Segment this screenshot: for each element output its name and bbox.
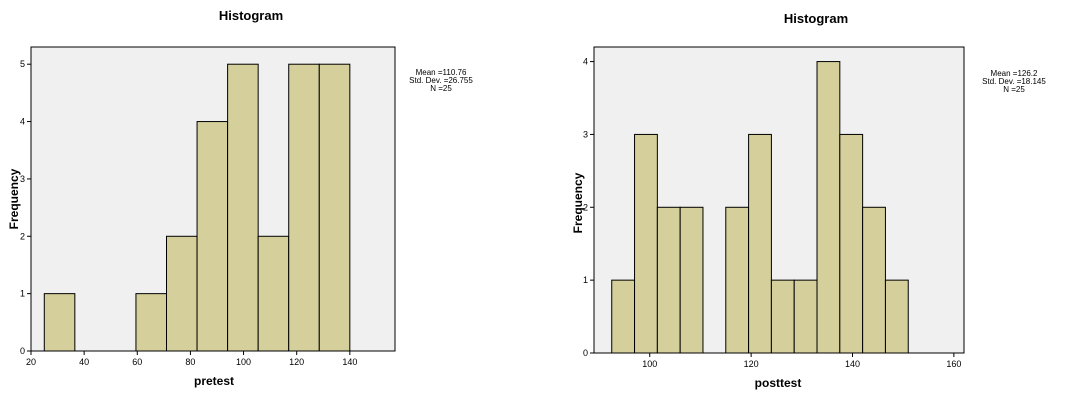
x-tick-label: 120: [744, 359, 759, 369]
histogram-bar: [816, 61, 841, 354]
y-tick-label: 1: [20, 289, 25, 299]
histogram-bar: [318, 63, 351, 352]
y-tick-label: 1: [583, 275, 588, 285]
chart-title: Histogram: [219, 8, 283, 23]
histogram-bar: [611, 279, 636, 354]
x-tick-label: 60: [132, 357, 142, 367]
histogram-bar: [257, 235, 290, 352]
x-axis-label: pretest: [194, 374, 234, 388]
y-tick-label: 3: [583, 129, 588, 139]
histogram-bar: [679, 206, 704, 354]
x-tick-label: 100: [642, 359, 657, 369]
histogram-bar: [634, 133, 658, 354]
x-tick-label: 80: [185, 357, 195, 367]
x-tick-label: 160: [946, 359, 961, 369]
y-tick-label: 4: [583, 57, 588, 67]
y-tick-label: 2: [583, 202, 588, 212]
x-axis-label: posttest: [755, 376, 802, 390]
y-tick-label: 5: [20, 59, 25, 69]
x-tick-label: 140: [845, 359, 860, 369]
stat-std-dev: Std. Dev. =18.145: [982, 77, 1046, 86]
histogram-bar: [862, 206, 886, 354]
histogram-posttest: Histogram 100 120 140 160 0 1 2 3 4 posttest Fre…: [571, 11, 1046, 390]
y-tick-label: 2: [20, 231, 25, 241]
histogram-bar: [725, 206, 750, 354]
x-tick-label: 120: [289, 357, 304, 367]
histogram-bar: [288, 63, 320, 352]
stat-n: N =25: [430, 84, 452, 93]
stat-mean: Mean =126.2: [991, 69, 1038, 78]
x-tick-label: 40: [79, 357, 89, 367]
histogram-bar: [770, 279, 795, 354]
histogram-bar: [43, 293, 76, 352]
histogram-bar: [135, 293, 168, 352]
histogram-bar: [748, 133, 772, 354]
y-tick-label: 4: [20, 117, 25, 127]
stat-mean: Mean =110.76: [416, 68, 467, 77]
histogram-bar: [227, 63, 259, 352]
y-axis-label: Frequency: [571, 172, 585, 233]
x-tick-label: 100: [236, 357, 251, 367]
y-tick-label: 0: [583, 348, 588, 358]
chart-title: Histogram: [784, 11, 848, 26]
y-tick-label: 3: [20, 174, 25, 184]
histogram-bar: [839, 133, 864, 354]
histogram-bar: [166, 235, 198, 352]
histogram-bar: [656, 206, 681, 354]
x-tick-label: 140: [342, 357, 357, 367]
histogram-pretest: Histogram 20 40 60 80 100 120 140 0 1 2 3 4 5 pretes…: [7, 8, 473, 388]
y-tick-label: 0: [20, 346, 25, 356]
stat-n: N =25: [1003, 85, 1025, 94]
x-tick-label: 20: [26, 357, 36, 367]
histogram-bar: [884, 279, 909, 354]
histogram-bar: [196, 121, 229, 352]
stat-std-dev: Std. Dev. =26.755: [409, 76, 473, 85]
y-axis-label: Frequency: [7, 168, 21, 229]
histogram-bar: [793, 279, 818, 354]
